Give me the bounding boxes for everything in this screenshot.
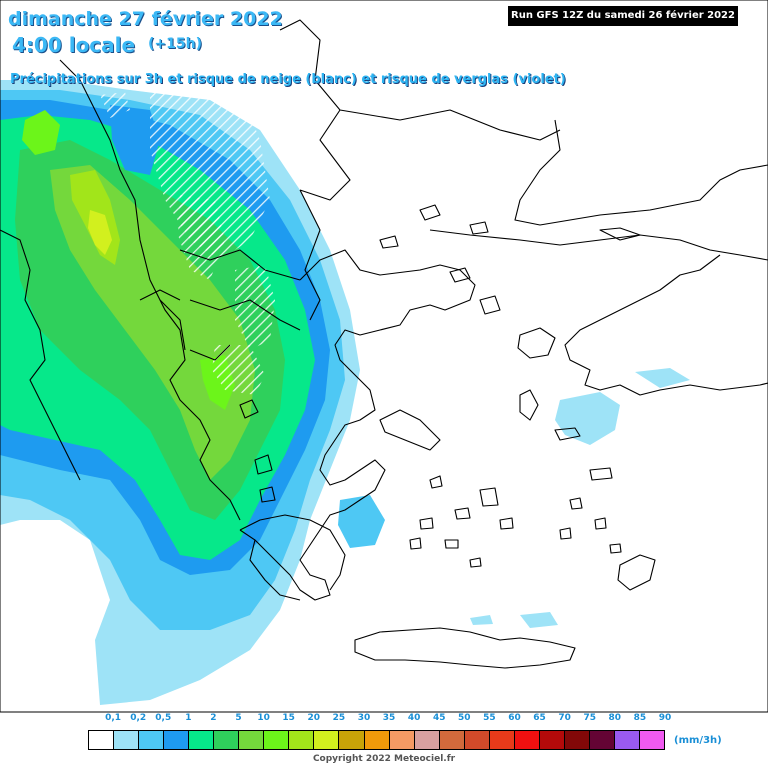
- legend-label: 25: [332, 713, 346, 723]
- legend-label: 55: [483, 713, 496, 723]
- legend-swatch: [114, 731, 140, 749]
- legend-swatch: [364, 731, 390, 749]
- legend-label: 75: [583, 713, 596, 723]
- snow-risk-hatching: [100, 0, 425, 395]
- map-frame: [0, 0, 768, 713]
- coastlines-and-borders: [0, 19, 768, 669]
- legend-swatch: [539, 731, 565, 749]
- peloponnese-coast: [239, 514, 346, 601]
- precip-blue-cell-aegean: [555, 392, 620, 445]
- rhodes-island: [617, 554, 656, 591]
- naxos-island: [479, 487, 499, 507]
- cyclades-islands: [409, 475, 514, 568]
- legend-label: 5: [235, 713, 242, 723]
- legend-label: 2: [210, 713, 217, 723]
- legend-label: 10: [257, 713, 270, 723]
- legend-swatch: [189, 731, 215, 749]
- western-coast: [59, 59, 241, 521]
- euboea-island: [379, 409, 441, 451]
- local-time: 4:00 locale: [12, 33, 136, 57]
- legend-label: 50: [458, 713, 471, 723]
- legend-label: 40: [407, 713, 421, 723]
- precip-blue-cell-south: [520, 612, 558, 628]
- legend-swatch: [164, 731, 190, 749]
- precip-yellow-area: [88, 210, 112, 255]
- legend-label: 0,5: [155, 713, 172, 723]
- legend-label: 65: [533, 713, 546, 723]
- legend-swatch: [614, 731, 641, 749]
- legend-swatch: [264, 731, 290, 749]
- legend-label: 35: [382, 713, 396, 723]
- legend-swatch: [139, 731, 165, 749]
- thasos-island: [449, 267, 471, 283]
- legend-labels: 0,1 0,2 0,5 1 2 5 10 15 20 25 30 35 40 45 50 55 60 65 70 75…: [88, 713, 688, 727]
- legend-swatch: [439, 731, 465, 749]
- samos-island: [554, 427, 581, 441]
- copyright: Copyright 2022 Meteociel.fr: [312, 754, 456, 764]
- ionian-islands: [239, 399, 276, 503]
- greece-mainland-coast: [239, 249, 476, 601]
- north-lakes: [379, 204, 641, 249]
- legend-label: 85: [633, 713, 647, 723]
- precip-blue-cell-coast: [338, 495, 385, 548]
- precip-blue-cell-south-2: [470, 615, 493, 625]
- legend-swatch: [239, 731, 265, 749]
- legend-swatch: [564, 731, 590, 749]
- legend-label: 60: [508, 713, 521, 723]
- legend-label: 30: [357, 713, 371, 723]
- country-borders: [139, 19, 561, 361]
- legend-swatch: [640, 731, 665, 749]
- precip-lime-area: [22, 110, 60, 155]
- aegean-coast-east: [564, 254, 768, 396]
- lemnos-island: [479, 295, 501, 315]
- legend-swatch: [514, 731, 540, 749]
- legend-swatch: [289, 731, 315, 749]
- black-sea-coast: [514, 119, 768, 226]
- legend-label: 80: [608, 713, 622, 723]
- legend-unit: (mm/3h): [674, 735, 722, 746]
- legend-label: 45: [432, 713, 446, 723]
- legend-swatch: [414, 731, 440, 749]
- lead-time: (+15h): [148, 36, 202, 52]
- dodecanese-islands: [559, 497, 622, 554]
- legend-label: 20: [307, 713, 321, 723]
- legend-color-scale: [88, 730, 665, 750]
- forecast-date: dimanche 27 février 2022: [8, 8, 283, 30]
- legend-swatch: [389, 731, 415, 749]
- marmara-coast: [429, 229, 768, 261]
- kos-island: [589, 467, 613, 481]
- legend-label: 1: [185, 713, 192, 723]
- legend-label: 15: [282, 713, 295, 723]
- legend-swatch: [464, 731, 490, 749]
- precip-blue-cell-north: [110, 105, 160, 175]
- adriatic-coast: [0, 229, 81, 481]
- run-label: Run GFS 12Z du samedi 26 février 2022: [508, 6, 738, 26]
- lesbos-island: [517, 327, 556, 359]
- precip-blue-cell-islet: [635, 368, 690, 388]
- crete-island: [354, 627, 576, 669]
- legend-label: 0,1: [105, 713, 122, 723]
- legend-swatch: [89, 731, 115, 749]
- legend-swatch: [214, 731, 240, 749]
- legend-swatch: [489, 731, 515, 749]
- legend-label: 70: [558, 713, 571, 723]
- legend-swatch: [314, 731, 340, 749]
- legend-label: 0,2: [130, 713, 147, 723]
- legend-swatch: [589, 731, 615, 749]
- legend-label: 90: [658, 713, 672, 723]
- legend-swatch: [339, 731, 365, 749]
- chios-island: [519, 389, 539, 421]
- map-subtitle: Précipitations sur 3h et risque de neige…: [10, 72, 566, 87]
